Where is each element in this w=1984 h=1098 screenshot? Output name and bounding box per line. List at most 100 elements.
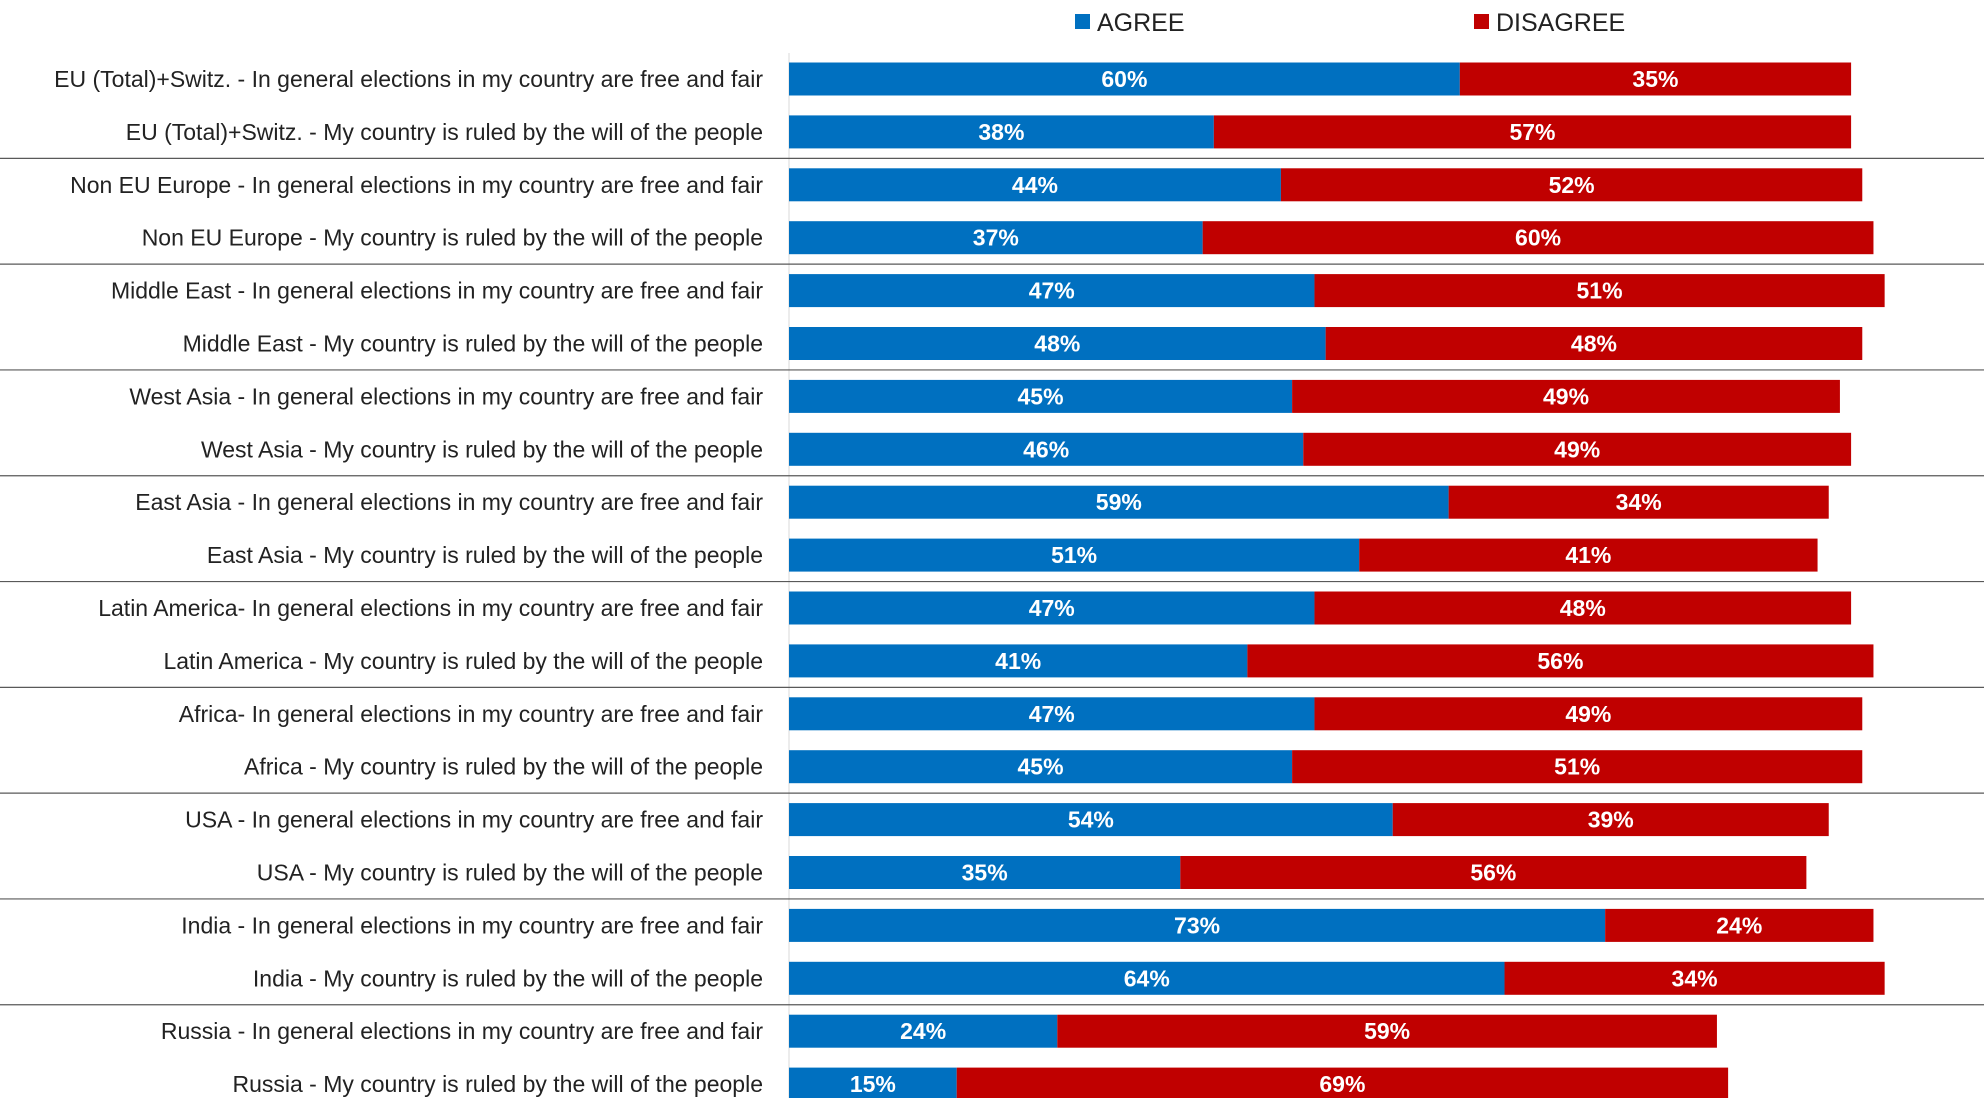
- bar-agree: [789, 750, 1293, 784]
- category-label: Africa - My country is ruled by the will…: [244, 754, 763, 780]
- data-label-disagree: 51%: [1577, 278, 1623, 304]
- bar-disagree: [1180, 856, 1807, 889]
- data-label-agree: 54%: [1068, 807, 1114, 833]
- bar-agree: [789, 1014, 1058, 1048]
- data-label-agree: 45%: [1018, 383, 1064, 409]
- data-label-agree: 41%: [995, 648, 1041, 674]
- category-label: EU (Total)+Switz. - In general elections…: [54, 66, 763, 92]
- data-label-disagree: 24%: [1716, 912, 1762, 938]
- data-label-disagree: 59%: [1364, 1018, 1410, 1044]
- category-label: USA - My country is ruled by the will of…: [257, 860, 763, 886]
- data-label-agree: 37%: [973, 225, 1019, 251]
- bar-disagree: [1359, 538, 1818, 572]
- legend-label-disagree: DISAGREE: [1496, 9, 1625, 37]
- category-labels: EU (Total)+Switz. - In general elections…: [54, 66, 763, 1097]
- data-label-agree: 15%: [850, 1071, 896, 1097]
- value-labels: 60% 35% 38% 57% 44% 52% 37% 60% 47% 51% 48% 48% 45% 4…: [850, 66, 1762, 1097]
- group-separators: [0, 157, 1984, 1006]
- bar-agree: [789, 168, 1281, 202]
- category-label: West Asia - In general elections in my c…: [129, 383, 763, 409]
- category-label: Latin America - My country is ruled by t…: [163, 648, 763, 674]
- data-label-agree: 59%: [1096, 489, 1142, 515]
- bar-agree: [789, 697, 1315, 731]
- bar-disagree: [1605, 908, 1874, 942]
- legend: AGREE DISAGREE: [1075, 9, 1625, 37]
- category-label: Middle East - In general elections in my…: [111, 278, 763, 304]
- data-label-disagree: 57%: [1509, 119, 1555, 145]
- bar-disagree: [1292, 379, 1840, 413]
- bar-disagree: [1202, 221, 1874, 255]
- data-label-agree: 51%: [1051, 542, 1097, 568]
- data-label-disagree: 49%: [1565, 701, 1611, 727]
- bar-agree: [789, 644, 1248, 678]
- bar-agree: [789, 62, 1460, 96]
- data-label-agree: 45%: [1018, 754, 1064, 780]
- bar-disagree: [1057, 1014, 1717, 1048]
- bar-disagree: [1459, 62, 1852, 96]
- bar-disagree: [1314, 274, 1885, 308]
- bar-disagree: [1392, 803, 1829, 837]
- legend-swatch-agree: [1075, 14, 1090, 29]
- data-label-agree: 73%: [1174, 912, 1220, 938]
- data-label-agree: 60%: [1101, 66, 1147, 92]
- category-label: East Asia - My country is ruled by the w…: [207, 542, 763, 568]
- data-label-agree: 24%: [900, 1018, 946, 1044]
- data-label-disagree: 69%: [1319, 1071, 1365, 1097]
- bar-agree: [789, 803, 1393, 837]
- category-label: Russia - My country is ruled by the will…: [232, 1071, 763, 1097]
- bar-disagree: [1303, 432, 1852, 466]
- category-label: Africa- In general elections in my count…: [179, 701, 764, 727]
- bar-agree: [789, 274, 1315, 308]
- category-label: West Asia - My country is ruled by the w…: [201, 436, 763, 462]
- legend-label-agree: AGREE: [1097, 9, 1185, 37]
- data-label-agree: 47%: [1029, 595, 1075, 621]
- bar-agree: [789, 485, 1449, 519]
- data-label-disagree: 52%: [1549, 172, 1595, 198]
- data-label-disagree: 34%: [1672, 965, 1718, 991]
- category-label: East Asia - In general elections in my c…: [135, 489, 763, 515]
- bar-disagree: [1292, 750, 1863, 784]
- category-label: USA - In general elections in my country…: [185, 807, 763, 833]
- bar-disagree: [1448, 485, 1829, 519]
- category-label: Non EU Europe - In general elections in …: [70, 172, 763, 198]
- data-label-disagree: 34%: [1616, 489, 1662, 515]
- category-label: Middle East - My country is ruled by the…: [183, 331, 763, 357]
- data-label-disagree: 49%: [1543, 383, 1589, 409]
- bar-agree: [789, 1067, 957, 1098]
- data-label-agree: 48%: [1034, 331, 1080, 357]
- category-label: India - My country is ruled by the will …: [253, 965, 763, 991]
- data-label-disagree: 51%: [1554, 754, 1600, 780]
- category-label: India - In general elections in my count…: [181, 912, 763, 938]
- data-label-disagree: 41%: [1565, 542, 1611, 568]
- data-label-disagree: 49%: [1554, 436, 1600, 462]
- bar-agree: [789, 327, 1326, 360]
- bar-agree: [789, 115, 1214, 149]
- data-label-disagree: 48%: [1560, 595, 1606, 621]
- data-label-agree: 64%: [1124, 965, 1170, 991]
- data-label-disagree: 56%: [1470, 860, 1516, 886]
- data-label-agree: 47%: [1029, 701, 1075, 727]
- data-label-agree: 35%: [962, 860, 1008, 886]
- data-label-agree: 47%: [1029, 278, 1075, 304]
- data-label-disagree: 48%: [1571, 331, 1617, 357]
- data-label-disagree: 39%: [1588, 807, 1634, 833]
- bar-disagree: [956, 1067, 1729, 1098]
- bar-disagree: [1314, 591, 1852, 625]
- data-label-agree: 44%: [1012, 172, 1058, 198]
- bar-agree: [789, 379, 1293, 413]
- bars: [789, 62, 1885, 1098]
- bar-agree: [789, 961, 1505, 995]
- bar-disagree: [1314, 697, 1863, 731]
- bar-agree: [789, 432, 1304, 466]
- bar-disagree: [1504, 961, 1885, 995]
- data-label-agree: 46%: [1023, 436, 1069, 462]
- bar-agree: [789, 591, 1315, 625]
- bar-disagree: [1247, 644, 1874, 678]
- category-label: Non EU Europe - My country is ruled by t…: [142, 225, 763, 251]
- category-label: EU (Total)+Switz. - My country is ruled …: [126, 119, 763, 145]
- data-label-disagree: 35%: [1632, 66, 1678, 92]
- data-label-disagree: 60%: [1515, 225, 1561, 251]
- bar-agree: [789, 856, 1181, 889]
- bar-agree: [789, 221, 1203, 255]
